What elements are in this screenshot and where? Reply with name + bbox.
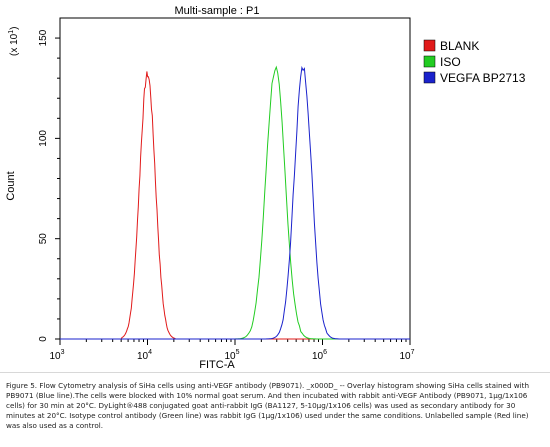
figure-caption: Figure 5. Flow Cytometry analysis of SiH… bbox=[6, 381, 530, 430]
caption-divider bbox=[0, 372, 550, 373]
y-axis-label: Count bbox=[5, 171, 17, 200]
y-tick-label: 100 bbox=[38, 130, 49, 147]
x-tick-label: 104 bbox=[137, 349, 152, 362]
y-tick-label: 150 bbox=[38, 29, 49, 46]
chart-title: Multi-sample : P1 bbox=[175, 5, 260, 17]
y-multiplier-label: (x 101) bbox=[8, 27, 20, 56]
y-tick-label: 50 bbox=[38, 233, 49, 245]
legend-label: VEGFA BP2713 bbox=[440, 71, 526, 85]
x-tick-label: 103 bbox=[49, 349, 64, 362]
plot-frame bbox=[59, 17, 411, 340]
x-tick-label: 107 bbox=[399, 349, 414, 362]
legend-swatch bbox=[423, 71, 436, 84]
x-tick-label: 105 bbox=[224, 349, 239, 362]
legend-swatch bbox=[423, 39, 436, 52]
x-tick-label: 106 bbox=[312, 349, 327, 362]
legend-swatch bbox=[423, 55, 436, 68]
series-line bbox=[60, 65, 410, 340]
y-tick-label: 0 bbox=[38, 336, 49, 342]
series-line bbox=[60, 71, 410, 340]
legend-label: BLANK bbox=[440, 39, 479, 53]
x-axis-label: FITC-A bbox=[199, 359, 235, 370]
legend-label: ISO bbox=[440, 55, 461, 69]
flow-cytometry-chart: Multi-sample : P1 (x 101) Count FITC-A 0… bbox=[5, 5, 526, 370]
